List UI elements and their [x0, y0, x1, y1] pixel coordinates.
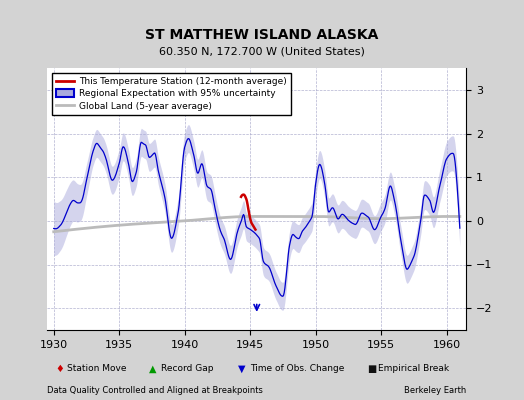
Text: ♦: ♦: [55, 364, 64, 374]
Text: Station Move: Station Move: [67, 364, 127, 373]
Text: ▼: ▼: [238, 364, 246, 374]
Text: ST MATTHEW ISLAND ALASKA: ST MATTHEW ISLAND ALASKA: [145, 28, 379, 42]
Text: ▲: ▲: [149, 364, 157, 374]
Text: Data Quality Controlled and Aligned at Breakpoints: Data Quality Controlled and Aligned at B…: [47, 386, 263, 395]
Text: Time of Obs. Change: Time of Obs. Change: [250, 364, 345, 373]
Text: Berkeley Earth: Berkeley Earth: [404, 386, 466, 395]
Text: ■: ■: [367, 364, 376, 374]
Text: Record Gap: Record Gap: [161, 364, 214, 373]
Text: 60.350 N, 172.700 W (United States): 60.350 N, 172.700 W (United States): [159, 46, 365, 56]
Legend: This Temperature Station (12-month average), Regional Expectation with 95% uncer: This Temperature Station (12-month avera…: [52, 72, 291, 115]
Text: Empirical Break: Empirical Break: [378, 364, 450, 373]
